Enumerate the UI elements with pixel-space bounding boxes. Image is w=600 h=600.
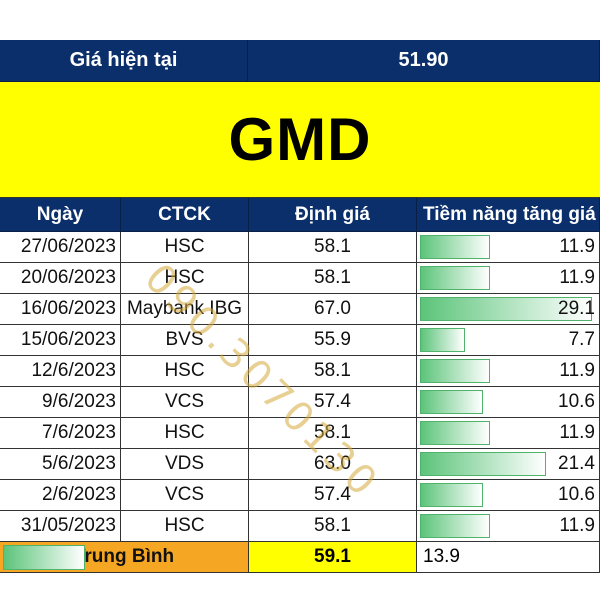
- row-valuation: 57.4: [249, 480, 417, 511]
- column-header-date: Ngày: [0, 198, 121, 232]
- row-potential: 29.1: [558, 298, 595, 319]
- row-broker: VCS: [121, 387, 249, 418]
- current-price-value: 51.90: [248, 40, 600, 82]
- row-date: 5/6/2023: [0, 449, 121, 480]
- row-broker: Maybank IBG: [121, 294, 249, 325]
- row-date: 15/06/2023: [0, 325, 121, 356]
- row-broker: VDS: [121, 449, 249, 480]
- row-potential-cell: 10.6: [417, 387, 600, 418]
- row-date: 12/6/2023: [0, 356, 121, 387]
- row-potential-cell: 11.9: [417, 356, 600, 387]
- ticker-symbol: GMD: [228, 106, 372, 173]
- row-valuation: 57.4: [249, 387, 417, 418]
- potential-bar: [420, 266, 490, 290]
- row-potential: 21.4: [558, 453, 595, 474]
- row-broker: HSC: [121, 418, 249, 449]
- average-potential: 13.9: [423, 546, 460, 567]
- table-row: 7/6/2023 HSC 58.1 11.9: [0, 418, 600, 449]
- row-valuation: 58.1: [249, 232, 417, 263]
- row-valuation: 58.1: [249, 356, 417, 387]
- table-row: 12/6/2023 HSC 58.1 11.9: [0, 356, 600, 387]
- row-broker: BVS: [121, 325, 249, 356]
- row-broker: HSC: [121, 232, 249, 263]
- potential-bar: [420, 235, 490, 259]
- row-potential-cell: 21.4: [417, 449, 600, 480]
- average-row: Trung Bình 59.1 13.9: [0, 542, 600, 573]
- average-valuation: 59.1: [249, 542, 417, 573]
- table-row: 27/06/2023 HSC 58.1 11.9: [0, 232, 600, 263]
- table-row: 31/05/2023 HSC 58.1 11.9: [0, 511, 600, 542]
- potential-bar: [420, 359, 490, 383]
- row-date: 20/06/2023: [0, 263, 121, 294]
- column-header-potential: Tiềm năng tăng giá: [417, 198, 600, 232]
- potential-bar: [420, 297, 592, 321]
- row-date: 27/06/2023: [0, 232, 121, 263]
- table-row: 5/6/2023 VDS 63.0 21.4: [0, 449, 600, 480]
- row-potential: 11.9: [559, 267, 595, 288]
- row-valuation: 58.1: [249, 263, 417, 294]
- table-row: 20/06/2023 HSC 58.1 11.9: [0, 263, 600, 294]
- row-potential: 11.9: [559, 515, 595, 536]
- column-header-broker: CTCK: [121, 198, 249, 232]
- row-date: 7/6/2023: [0, 418, 121, 449]
- row-valuation: 58.1: [249, 418, 417, 449]
- row-potential-cell: 10.6: [417, 480, 600, 511]
- potential-bar: [420, 421, 490, 445]
- table-row: 9/6/2023 VCS 57.4 10.6: [0, 387, 600, 418]
- current-price-header: Giá hiện tại 51.90: [0, 40, 600, 82]
- potential-bar: [420, 483, 483, 507]
- row-potential: 11.9: [559, 360, 595, 381]
- row-valuation: 67.0: [249, 294, 417, 325]
- row-broker: HSC: [121, 511, 249, 542]
- row-potential-cell: 11.9: [417, 511, 600, 542]
- ticker-banner: GMD: [0, 82, 600, 198]
- row-valuation: 55.9: [249, 325, 417, 356]
- row-valuation: 63.0: [249, 449, 417, 480]
- row-date: 2/6/2023: [0, 480, 121, 511]
- row-potential-cell: 11.9: [417, 418, 600, 449]
- potential-bar: [420, 390, 483, 414]
- row-potential: 11.9: [559, 236, 595, 257]
- potential-bar: [420, 452, 546, 476]
- row-broker: HSC: [121, 356, 249, 387]
- row-potential: 10.6: [558, 391, 595, 412]
- potential-bar: [420, 514, 490, 538]
- row-potential: 7.7: [568, 329, 595, 350]
- row-date: 16/06/2023: [0, 294, 121, 325]
- average-potential-cell: 13.9: [3, 542, 600, 573]
- row-potential-cell: 7.7: [417, 325, 600, 356]
- row-potential-cell: 11.9: [417, 232, 600, 263]
- table-row: 15/06/2023 BVS 55.9 7.7: [0, 325, 600, 356]
- column-header-valuation: Định giá: [249, 198, 417, 232]
- table-row: 16/06/2023 Maybank IBG 67.0 29.1: [0, 294, 600, 325]
- row-potential: 10.6: [558, 484, 595, 505]
- row-broker: HSC: [121, 263, 249, 294]
- row-date: 31/05/2023: [0, 511, 121, 542]
- row-date: 9/6/2023: [0, 387, 121, 418]
- row-potential: 11.9: [559, 422, 595, 443]
- row-potential-cell: 11.9: [417, 263, 600, 294]
- column-header-row: Ngày CTCK Định giá Tiềm năng tăng giá: [0, 198, 600, 232]
- potential-bar: [420, 328, 465, 352]
- row-potential-cell: 29.1: [417, 294, 600, 325]
- table-row: 2/6/2023 VCS 57.4 10.6: [0, 480, 600, 511]
- row-valuation: 58.1: [249, 511, 417, 542]
- row-broker: VCS: [121, 480, 249, 511]
- current-price-label: Giá hiện tại: [0, 40, 248, 82]
